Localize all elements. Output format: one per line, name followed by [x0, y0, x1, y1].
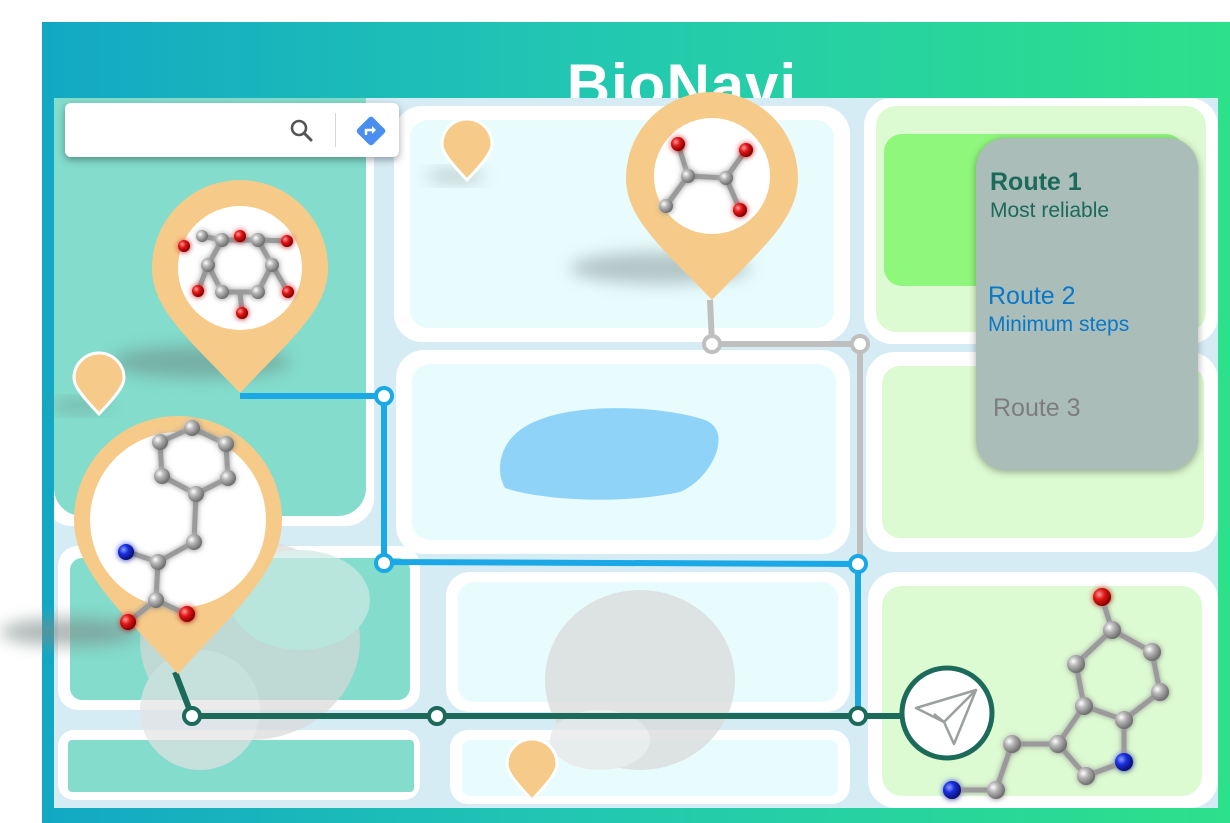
route-option-1[interactable]: Route 1 Most reliable — [990, 168, 1109, 223]
route-1-title: Route 1 — [990, 168, 1082, 196]
map-pin — [505, 737, 559, 803]
route-3-nodes — [702, 334, 870, 354]
route-2-subtitle: Minimum steps — [988, 313, 1130, 336]
route-option-2[interactable]: Route 2 Minimum steps — [988, 282, 1129, 337]
molecule-pin — [626, 92, 798, 300]
map-pin — [72, 351, 126, 417]
molecule-structure — [943, 588, 1169, 799]
directions-icon[interactable] — [355, 115, 387, 147]
route-1-subtitle: Most reliable — [990, 199, 1110, 222]
search-input[interactable] — [79, 115, 283, 145]
route-3-path — [707, 299, 863, 564]
route-1-nodes — [182, 706, 868, 726]
route-2-title: Route 2 — [988, 282, 1076, 310]
search-divider — [335, 113, 336, 147]
route-option-3[interactable]: Route 3 — [993, 394, 1081, 423]
molecule-pin — [74, 416, 282, 674]
molecule-pin — [152, 180, 328, 393]
protein-structure — [545, 590, 735, 770]
map-pin — [440, 117, 494, 183]
route-legend: Route 1 Most reliable Route 2 Minimum st… — [976, 138, 1198, 470]
route-3-title: Route 3 — [993, 394, 1081, 422]
send-icon[interactable] — [898, 664, 996, 762]
search-bar — [65, 103, 399, 157]
search-icon[interactable] — [289, 118, 315, 144]
route-2-nodes — [374, 386, 868, 574]
lake — [500, 408, 719, 500]
